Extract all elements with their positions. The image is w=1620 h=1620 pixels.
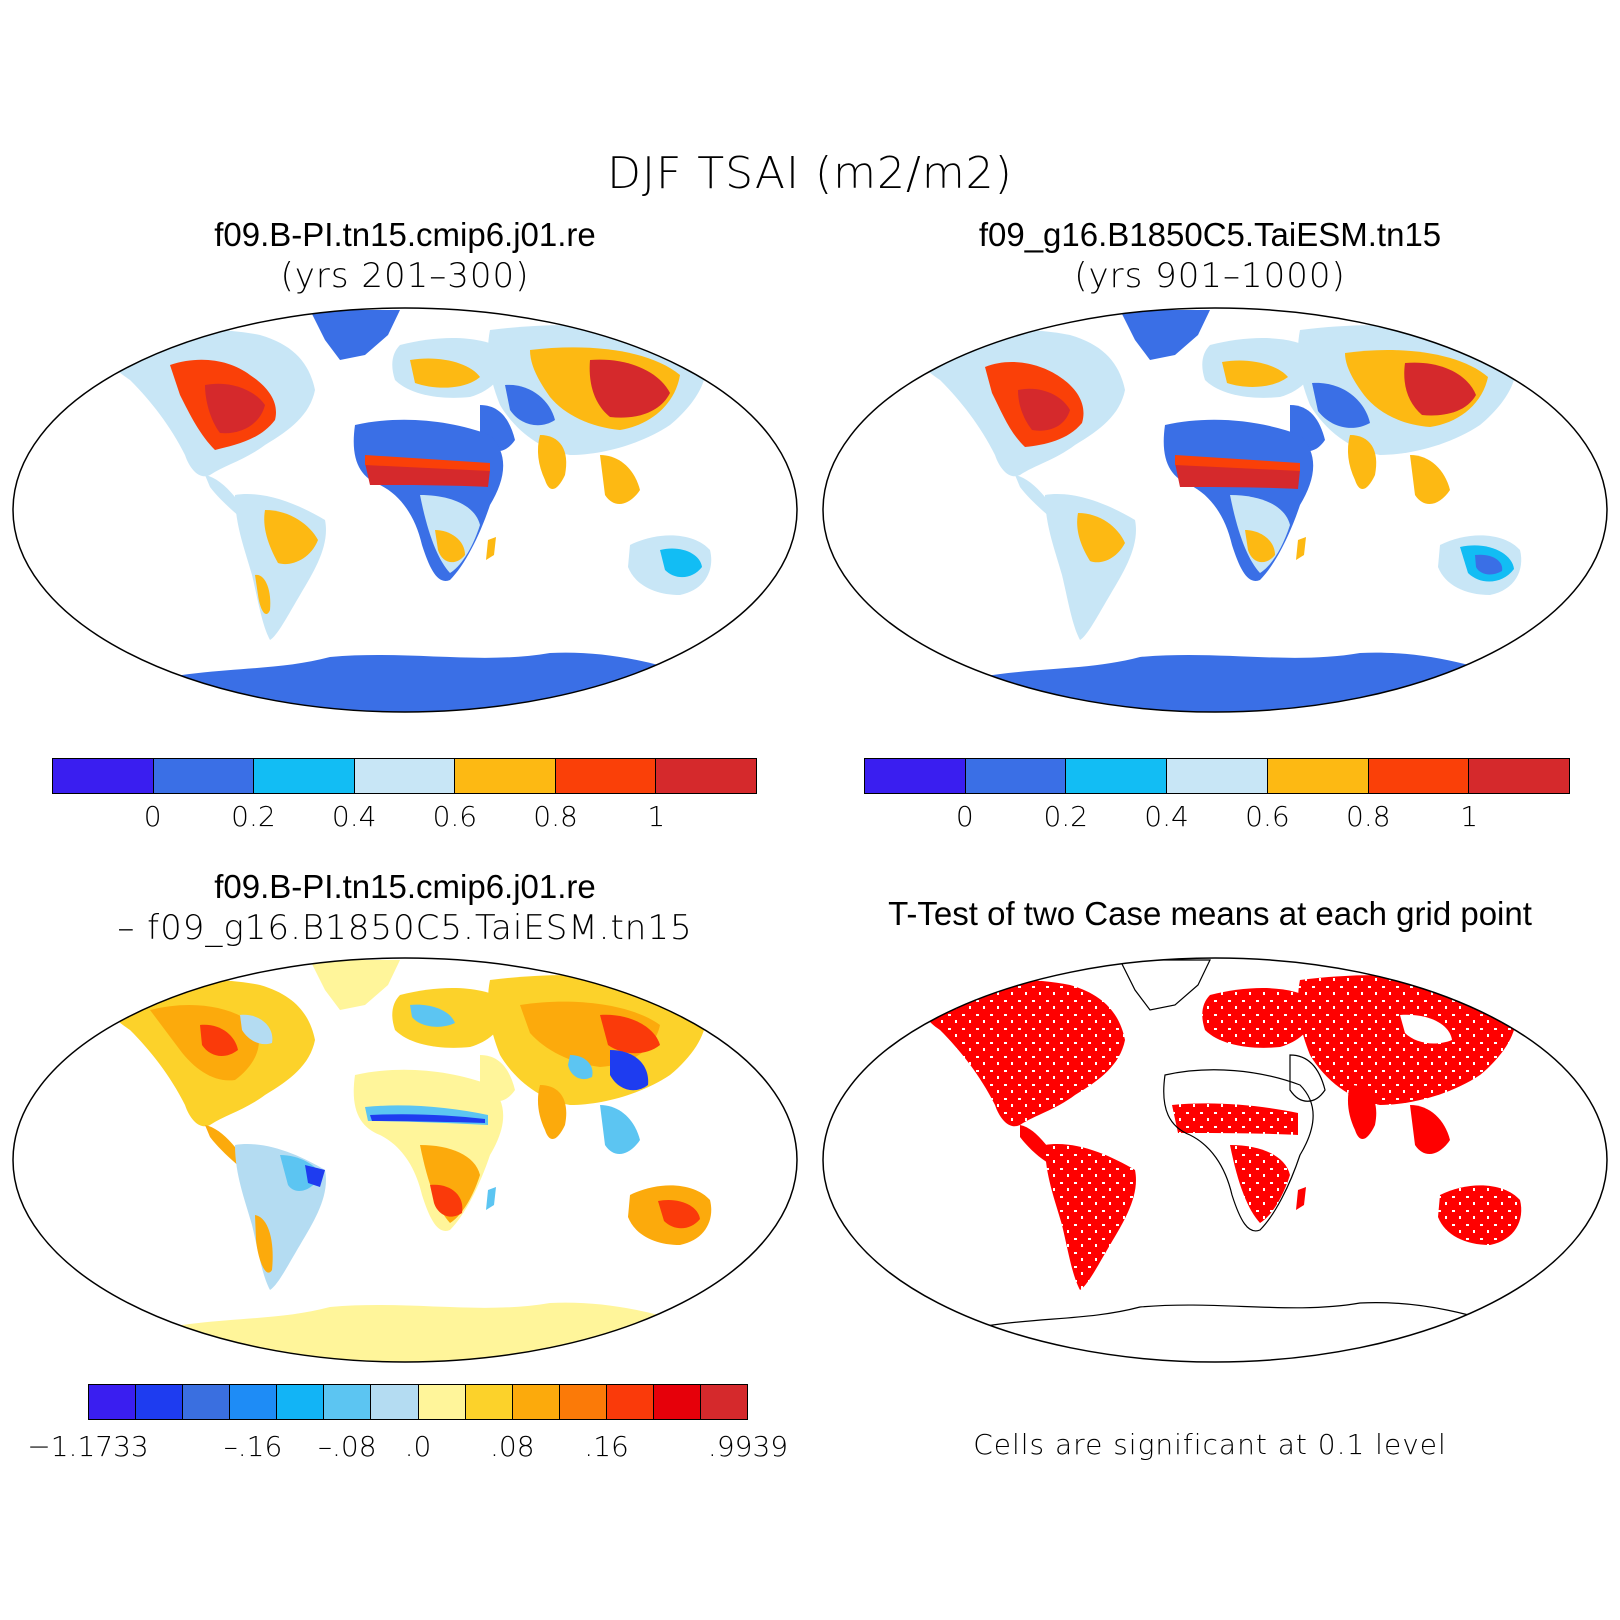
colorbar-tick-label: 1 xyxy=(647,800,666,833)
panel-subtitle-top-left: (yrs 201–300) xyxy=(280,256,530,296)
map-difference xyxy=(12,957,798,1363)
colorbar-swatch xyxy=(555,759,657,793)
colorbar-case1 xyxy=(52,758,757,794)
colorbar-tick-label: –.08 xyxy=(318,1430,377,1463)
colorbar-swatch xyxy=(1368,759,1470,793)
greenland xyxy=(310,310,400,360)
colorbar-tick-label: 0.8 xyxy=(1346,800,1391,833)
significance-note: Cells are significant at 0.1 level xyxy=(973,1428,1447,1461)
colorbar-swatch xyxy=(324,1385,372,1419)
figure-title: DJF TSAI (m2/m2) xyxy=(607,148,1013,199)
colorbar-tick-label: 0 xyxy=(955,800,974,833)
panel-title-bottom-right: T-Test of two Case means at each grid po… xyxy=(888,895,1532,932)
colorbar-tick-label: 0.6 xyxy=(1245,800,1290,833)
colorbar-swatch xyxy=(865,759,966,793)
colorbar-swatch xyxy=(53,759,154,793)
colorbar-swatch xyxy=(418,1385,466,1419)
colorbar-swatch xyxy=(136,1385,184,1419)
colorbar-tick-label: 0.8 xyxy=(533,800,578,833)
colorbar-swatch xyxy=(183,1385,231,1419)
panel-title-bottom-left: f09.B-PI.tn15.cmip6.j01.re xyxy=(214,868,596,905)
colorbar-tick-label: .08 xyxy=(490,1430,535,1463)
colorbar-tick-label: .16 xyxy=(584,1430,629,1463)
colorbar-tick-label: 0.4 xyxy=(331,800,377,833)
colorbar-swatch xyxy=(1066,759,1168,793)
map-ttest xyxy=(822,957,1608,1363)
panel-title-top-left: f09.B-PI.tn15.cmip6.j01.re xyxy=(214,216,596,253)
colorbar-tick-label: 0.2 xyxy=(1043,800,1088,833)
colorbar-swatch xyxy=(354,759,456,793)
colorbar-tick-label: 0.4 xyxy=(1144,800,1189,833)
map-case1 xyxy=(12,307,798,713)
colorbar-tick-label: 0.2 xyxy=(231,800,276,833)
map-case2 xyxy=(822,307,1608,713)
colorbar-swatch xyxy=(653,1385,702,1419)
colorbar-difference xyxy=(88,1384,748,1420)
colorbar-swatch xyxy=(656,759,757,793)
colorbar-swatch xyxy=(512,1385,560,1419)
colorbar-swatch xyxy=(606,1385,654,1419)
colorbar-tick-label: 0.6 xyxy=(432,800,478,833)
colorbar-swatch xyxy=(371,1385,419,1419)
colorbar-swatch xyxy=(89,1385,137,1419)
colorbar-swatch xyxy=(559,1385,607,1419)
colorbar-swatch xyxy=(465,1385,513,1419)
colorbar-swatch xyxy=(1469,759,1570,793)
colorbar-swatch xyxy=(701,1385,748,1419)
panel-subtitle-top-right: (yrs 901–1000) xyxy=(1074,256,1346,296)
colorbar-tick-label: 0 xyxy=(143,800,162,833)
panel-title-top-right: f09_g16.B1850C5.TaiESM.tn15 xyxy=(978,216,1442,253)
colorbar-swatch xyxy=(254,759,355,793)
colorbar-swatch xyxy=(153,759,255,793)
colorbar-tick-label: −1.1733 xyxy=(27,1430,149,1463)
colorbar-tick-label: .0 xyxy=(404,1430,432,1463)
colorbar-swatch xyxy=(965,759,1067,793)
colorbar-swatch xyxy=(230,1385,278,1419)
colorbar-case2 xyxy=(864,758,1570,794)
colorbar-swatch xyxy=(1267,759,1369,793)
colorbar-swatch xyxy=(277,1385,325,1419)
colorbar-swatch xyxy=(455,759,556,793)
colorbar-swatch xyxy=(1167,759,1268,793)
colorbar-tick-label: .9939 xyxy=(707,1430,789,1463)
colorbar-tick-label: –.16 xyxy=(223,1430,283,1463)
colorbar-tick-label: 1 xyxy=(1460,800,1479,833)
panel-subtitle-bottom-left: – f09_g16.B1850C5.TaiESM.tn15 xyxy=(117,908,693,948)
